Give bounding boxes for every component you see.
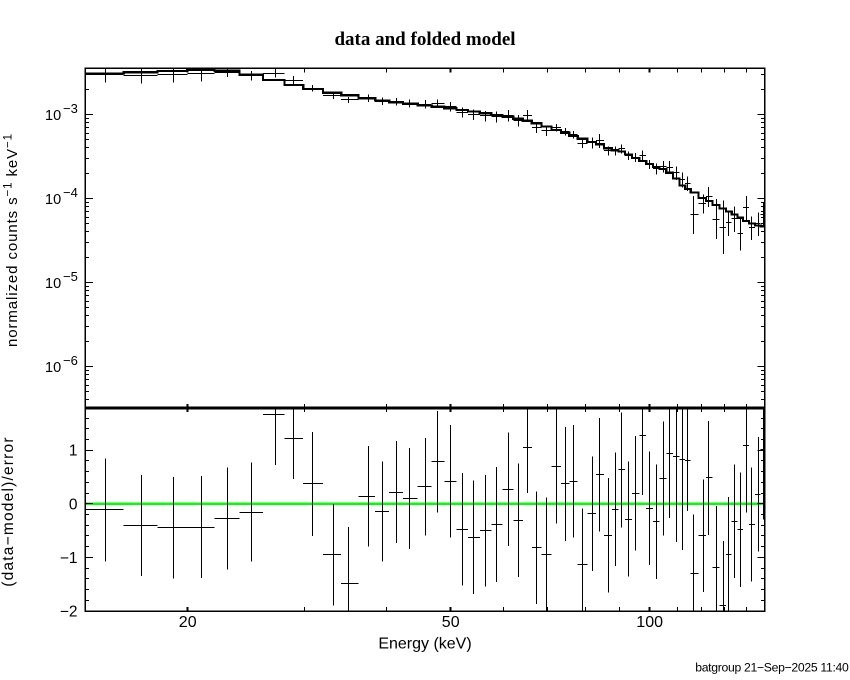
svg-text:−6: −6: [63, 353, 78, 368]
svg-text:(data−model)/error: (data−model)/error: [0, 436, 17, 586]
svg-text:20: 20: [179, 614, 197, 631]
svg-text:−5: −5: [63, 269, 78, 284]
svg-text:10: 10: [45, 360, 61, 376]
svg-text:100: 100: [636, 614, 663, 631]
svg-text:batgroup 21−Sep−2025 11:40: batgroup 21−Sep−2025 11:40: [695, 661, 849, 675]
svg-text:10: 10: [45, 192, 61, 208]
svg-text:−3: −3: [63, 101, 78, 116]
svg-text:Energy (keV): Energy (keV): [378, 636, 471, 653]
svg-text:normalized counts s−1 keV−1: normalized counts s−1 keV−1: [3, 133, 22, 347]
svg-text:1: 1: [69, 443, 78, 460]
svg-text:−1: −1: [60, 550, 78, 567]
svg-text:−2: −2: [60, 604, 78, 621]
svg-text:0: 0: [69, 496, 78, 513]
svg-text:data and folded model: data and folded model: [334, 29, 515, 50]
svg-text:−4: −4: [63, 185, 78, 200]
svg-text:50: 50: [442, 614, 460, 631]
svg-text:10: 10: [45, 276, 61, 292]
svg-text:10: 10: [45, 108, 61, 124]
